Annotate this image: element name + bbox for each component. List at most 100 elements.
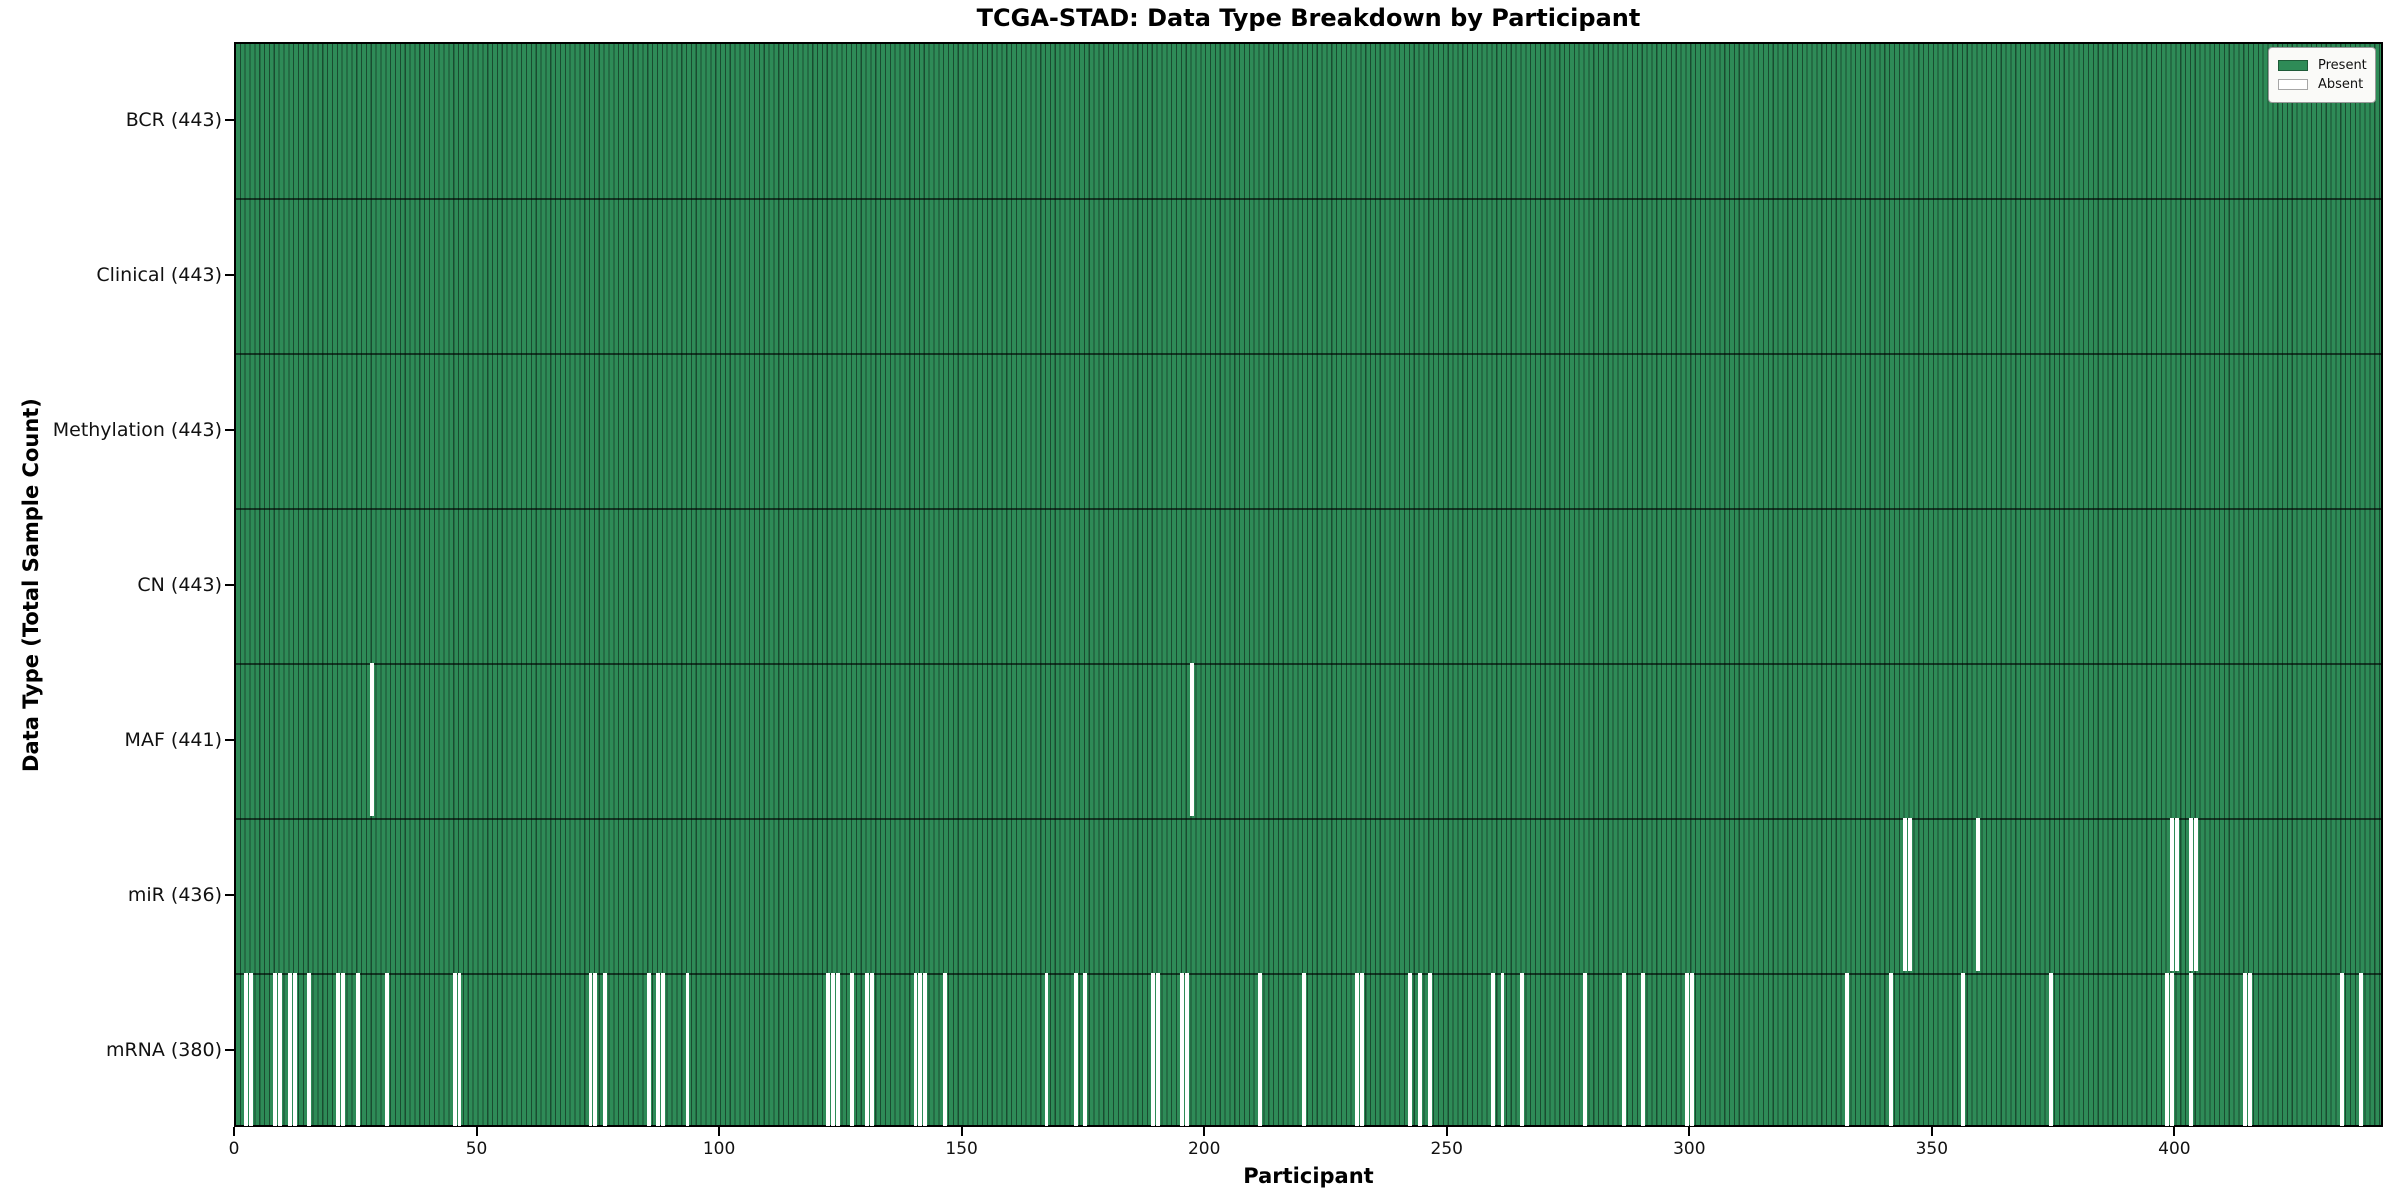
legend-label-absent: Absent (2318, 77, 2364, 92)
x-tick-mark (1203, 1127, 1206, 1136)
absent-bar-mRNA-15 (307, 972, 312, 1127)
absent-bar-MAF-28 (370, 662, 375, 817)
absent-bar-mRNA-341 (1888, 972, 1893, 1127)
plot-area (234, 42, 2383, 1127)
absent-bar-mRNA-22 (341, 972, 346, 1127)
absent-bar-mRNA-414 (2242, 972, 2247, 1127)
x-tick-label-200: 200 (1187, 1139, 1221, 1159)
absent-bar-mRNA-434 (2339, 972, 2344, 1127)
absent-bar-mRNA-142 (923, 972, 928, 1127)
absent-bar-mRNA-88 (661, 972, 666, 1127)
x-tick-label-250: 250 (1430, 1139, 1463, 1159)
x-axis-title: Participant (1243, 1164, 1374, 1188)
absent-bar-mRNA-3 (248, 972, 253, 1127)
absent-bar-mRNA-259 (1490, 972, 1495, 1127)
x-tick-label-150: 150 (945, 1139, 978, 1159)
x-tick-label-50: 50 (465, 1139, 488, 1159)
absent-bar-mRNA-85 (646, 972, 651, 1127)
absent-bar-miR-403 (2189, 817, 2194, 972)
y-tick-mark (225, 893, 234, 896)
present-swatch-icon (2278, 60, 2308, 71)
y-tick-label-BCR: BCR (443) (125, 108, 222, 131)
absent-bar-mRNA-130 (865, 972, 869, 1127)
y-tick-label-Clinical: Clinical (443) (96, 263, 222, 286)
y-tick-label-Methylation: Methylation (443) (52, 418, 222, 441)
y-tick-label-MAF: MAF (441) (124, 728, 222, 751)
absent-bar-mRNA-175 (1083, 972, 1088, 1127)
absent-bar-mRNA-123 (831, 972, 835, 1127)
absent-bar-mRNA-195 (1180, 972, 1185, 1127)
row-separator-line (236, 198, 2381, 200)
x-tick-mark (1930, 1127, 1933, 1136)
absent-bar-mRNA-167 (1044, 972, 1049, 1127)
absent-bar-mRNA-220 (1301, 972, 1306, 1127)
absent-bar-mRNA-286 (1621, 972, 1626, 1127)
absent-bar-mRNA-46 (457, 972, 462, 1127)
absent-bar-mRNA-244 (1418, 972, 1422, 1127)
x-tick-label-300: 300 (1673, 1139, 1706, 1159)
absent-swatch-icon (2278, 79, 2308, 90)
y-tick-mark (225, 428, 234, 431)
absent-bar-mRNA-231 (1354, 972, 1359, 1127)
absent-bar-MAF-197 (1190, 662, 1194, 817)
absent-bar-mRNA-211 (1257, 972, 1262, 1127)
absent-bar-mRNA-356 (1961, 972, 1966, 1127)
absent-bar-mRNA-399 (2169, 972, 2174, 1127)
absent-bar-mRNA-403 (2189, 972, 2194, 1127)
legend-label-present: Present (2318, 58, 2367, 73)
absent-bar-mRNA-74 (593, 972, 598, 1127)
x-tick-label-100: 100 (702, 1139, 736, 1159)
absent-bar-mRNA-124 (835, 972, 840, 1127)
absent-bar-mRNA-122 (826, 972, 831, 1127)
x-tick-mark (233, 1127, 235, 1136)
absent-bar-mRNA-242 (1408, 972, 1413, 1127)
absent-bar-mRNA-332 (1844, 972, 1849, 1127)
absent-bar-mRNA-21 (336, 972, 341, 1127)
absent-bar-miR-345 (1908, 817, 1912, 972)
absent-bar-mRNA-190 (1156, 972, 1161, 1127)
absent-bar-mRNA-127 (850, 972, 855, 1127)
legend-entry-present: Present (2278, 57, 2367, 74)
absent-bar-mRNA-398 (2165, 972, 2170, 1127)
absent-bar-miR-359 (1975, 817, 1980, 972)
absent-bar-mRNA-141 (918, 972, 923, 1127)
x-tick-label-350: 350 (1915, 1139, 1949, 1159)
absent-bar-miR-344 (1903, 817, 1908, 972)
absent-bar-mRNA-31 (384, 972, 389, 1127)
absent-bar-mRNA-196 (1185, 972, 1190, 1127)
absent-bar-mRNA-300 (1689, 972, 1694, 1127)
y-tick-mark (225, 583, 234, 586)
y-tick-mark (225, 738, 234, 741)
x-tick-mark (960, 1127, 963, 1136)
x-tick-mark (475, 1127, 478, 1136)
row-separator-line (236, 663, 2381, 665)
absent-bar-mRNA-25 (355, 972, 360, 1127)
absent-bar-mRNA-438 (2359, 972, 2364, 1127)
legend: Present Absent (2268, 47, 2376, 103)
absent-bar-miR-404 (2194, 817, 2199, 972)
row-separator-line (236, 818, 2381, 820)
y-tick-label-miR: miR (436) (127, 883, 222, 906)
absent-bar-mRNA-290 (1641, 972, 1646, 1127)
absent-bar-mRNA-9 (278, 972, 282, 1127)
row-separator-line (236, 353, 2381, 355)
absent-bar-mRNA-246 (1427, 972, 1432, 1127)
x-tick-label-0: 0 (228, 1139, 240, 1159)
absent-bar-mRNA-12 (292, 972, 297, 1127)
x-tick-label-400: 400 (2158, 1139, 2191, 1159)
absent-bar-miR-400 (2174, 817, 2179, 972)
absent-bar-mRNA-76 (603, 972, 607, 1127)
absent-bar-mRNA-265 (1519, 972, 1524, 1127)
absent-bar-mRNA-8 (273, 972, 278, 1127)
absent-bar-mRNA-131 (869, 972, 874, 1127)
y-tick-mark (225, 1048, 234, 1051)
absent-bar-mRNA-87 (656, 972, 661, 1127)
row-separator-line (236, 973, 2381, 975)
y-tick-mark (225, 118, 234, 121)
absent-bar-mRNA-2 (244, 972, 249, 1127)
absent-bar-mRNA-73 (588, 972, 593, 1127)
y-tick-label-mRNA: mRNA (380) (105, 1038, 222, 1061)
x-tick-mark (1445, 1127, 1448, 1136)
absent-bar-mRNA-140 (913, 972, 918, 1127)
